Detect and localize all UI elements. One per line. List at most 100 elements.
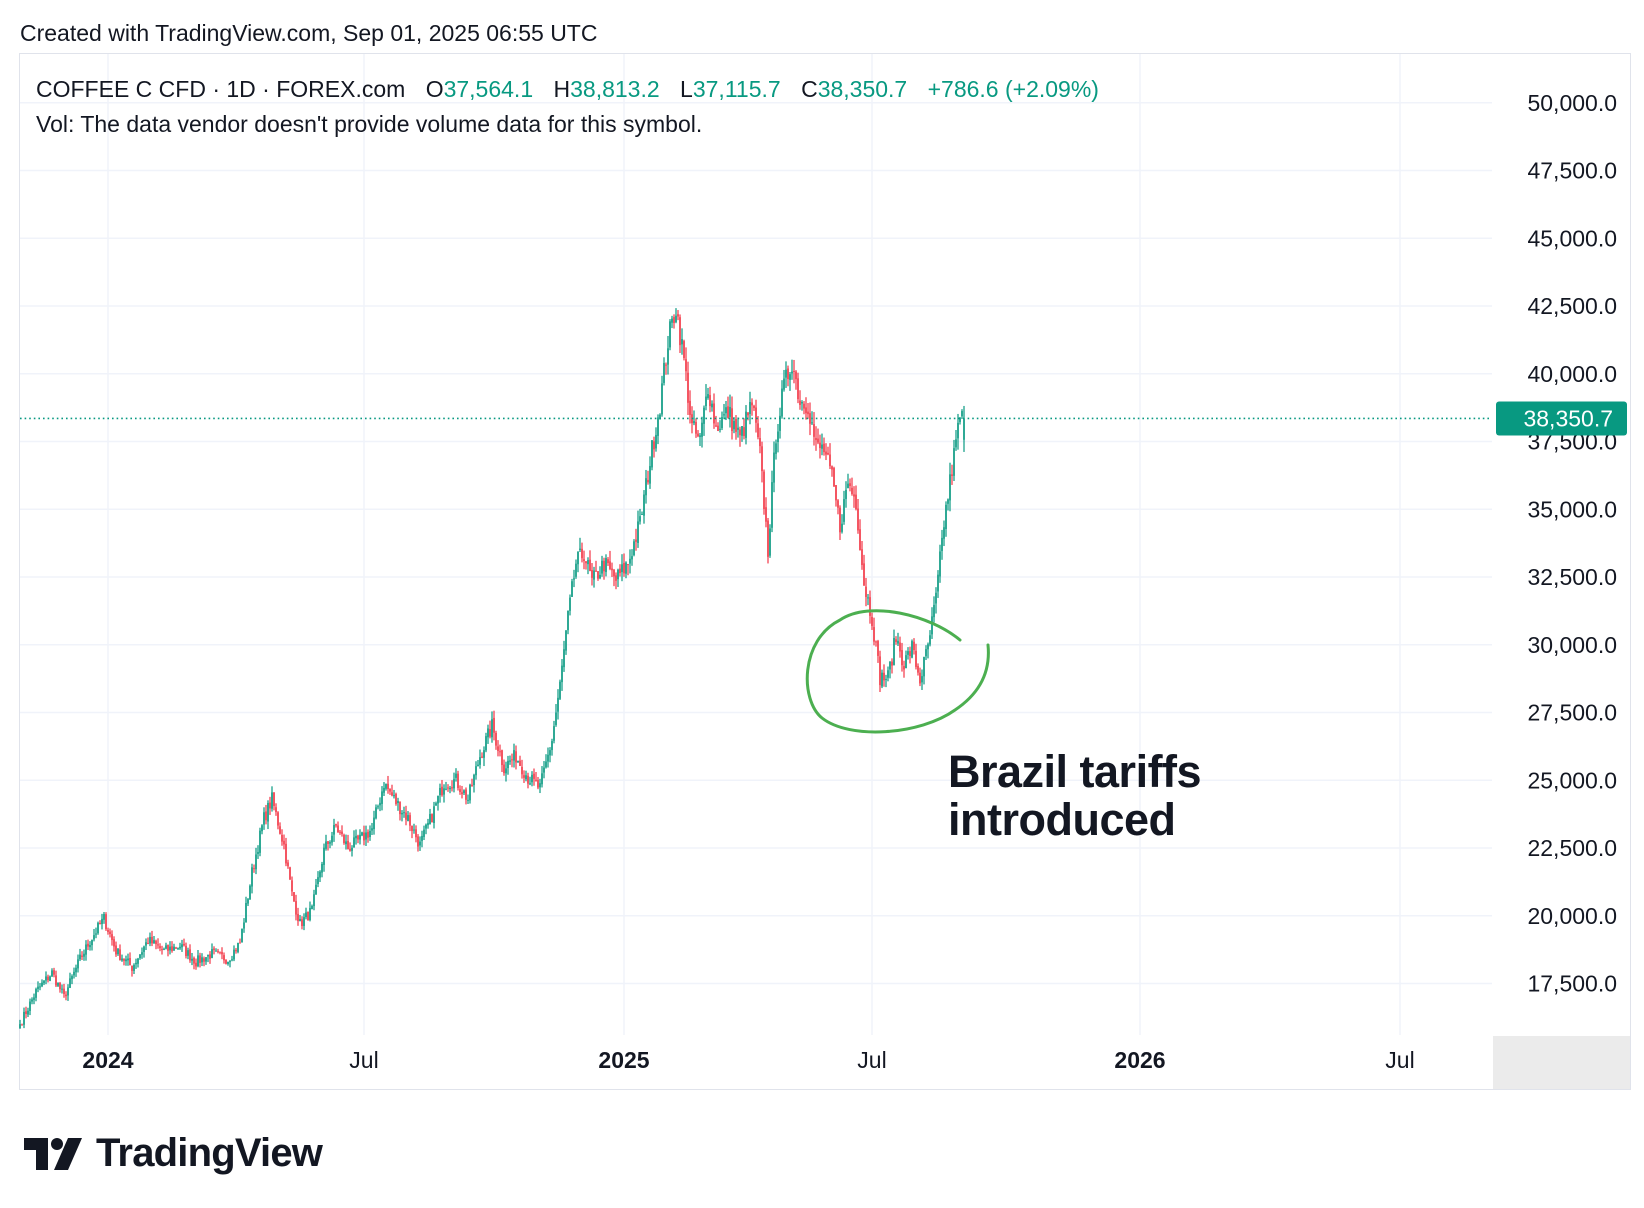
candle-body: [443, 788, 445, 795]
candle: [835, 485, 837, 507]
candle: [691, 406, 693, 434]
candle: [25, 1006, 27, 1019]
candle-body: [945, 504, 947, 529]
candle-body: [27, 1010, 29, 1015]
tradingview-logo-icon: [24, 1137, 82, 1170]
candle: [841, 514, 843, 534]
candle-body: [155, 940, 157, 945]
candle: [693, 410, 695, 426]
candle-body: [215, 950, 217, 952]
candle: [529, 776, 531, 786]
candle-body: [939, 551, 941, 577]
candle-body: [89, 945, 91, 948]
candle-body: [117, 948, 119, 955]
candle: [201, 953, 203, 967]
price-axis-bg[interactable]: [1493, 54, 1630, 1036]
candle: [41, 979, 43, 988]
candle-body: [591, 570, 593, 578]
candle: [217, 948, 219, 954]
candle: [493, 710, 495, 741]
candle: [347, 834, 349, 850]
candle-body: [121, 958, 123, 961]
candle: [721, 411, 723, 431]
candle-body: [953, 448, 955, 476]
candle: [367, 829, 369, 843]
chart-panel[interactable]: [19, 53, 1631, 1090]
candle-body: [247, 899, 249, 904]
candle: [203, 956, 205, 967]
candle: [135, 958, 137, 969]
candle: [709, 386, 711, 413]
price-axis-label: 20,000.0: [1527, 903, 1617, 929]
candle: [657, 414, 659, 445]
tradingview-brand[interactable]: TradingView: [24, 1131, 323, 1176]
candle-body: [683, 341, 685, 359]
candle-body: [879, 656, 881, 686]
candle: [901, 642, 903, 672]
candle: [61, 984, 63, 994]
candle: [585, 561, 587, 570]
candle: [375, 804, 377, 820]
candle: [101, 913, 103, 930]
time-axis-label: Jul: [349, 1047, 378, 1073]
candle: [733, 417, 735, 434]
price-axis-label: 30,000.0: [1527, 632, 1617, 658]
candle-body: [897, 640, 899, 644]
candle-body: [961, 411, 963, 417]
candle-body: [663, 362, 665, 383]
candle-body: [97, 922, 99, 934]
low-value: 37,115.7: [692, 76, 781, 102]
candle-body: [381, 791, 383, 804]
candle: [183, 938, 185, 947]
candle: [759, 427, 761, 454]
candle: [77, 954, 79, 973]
candle-body: [537, 780, 539, 788]
candle: [913, 638, 915, 655]
candle-body: [207, 954, 209, 957]
candle: [327, 841, 329, 851]
candle: [349, 842, 351, 852]
candle: [75, 964, 77, 977]
candle: [31, 997, 33, 1005]
candle: [263, 807, 265, 830]
candle: [587, 557, 589, 575]
candle-body: [141, 952, 143, 955]
candle-body: [305, 912, 307, 918]
candle: [299, 914, 301, 922]
candle: [873, 617, 875, 646]
candle: [505, 761, 507, 782]
candle: [339, 829, 341, 835]
candle: [353, 830, 355, 848]
candle-body: [71, 976, 73, 980]
candle-body: [377, 806, 379, 808]
candle-body: [351, 847, 353, 851]
candle-body: [827, 452, 829, 455]
candle-body: [75, 967, 77, 973]
candle: [561, 659, 563, 691]
candle-body: [919, 672, 921, 684]
candle: [515, 745, 517, 770]
candle-body: [229, 961, 231, 963]
candle: [603, 557, 605, 580]
candle: [507, 755, 509, 775]
candle: [573, 569, 575, 588]
candle: [161, 945, 163, 955]
candle-body: [459, 789, 461, 792]
candle: [801, 400, 803, 411]
candle-body: [289, 867, 291, 880]
candle-body: [429, 814, 431, 825]
candle: [861, 540, 863, 570]
symbol-name[interactable]: COFFEE C CFD · 1D · FOREX.com: [36, 76, 406, 102]
candle: [73, 967, 75, 979]
candle: [723, 403, 725, 420]
axis-corner: [1493, 1036, 1630, 1089]
candle-body: [785, 369, 787, 378]
candle: [39, 983, 41, 991]
candle: [343, 833, 345, 845]
candle-body: [147, 942, 149, 944]
candle: [531, 771, 533, 787]
candle-body: [119, 949, 121, 960]
candle-body: [905, 655, 907, 669]
candle: [147, 937, 149, 945]
